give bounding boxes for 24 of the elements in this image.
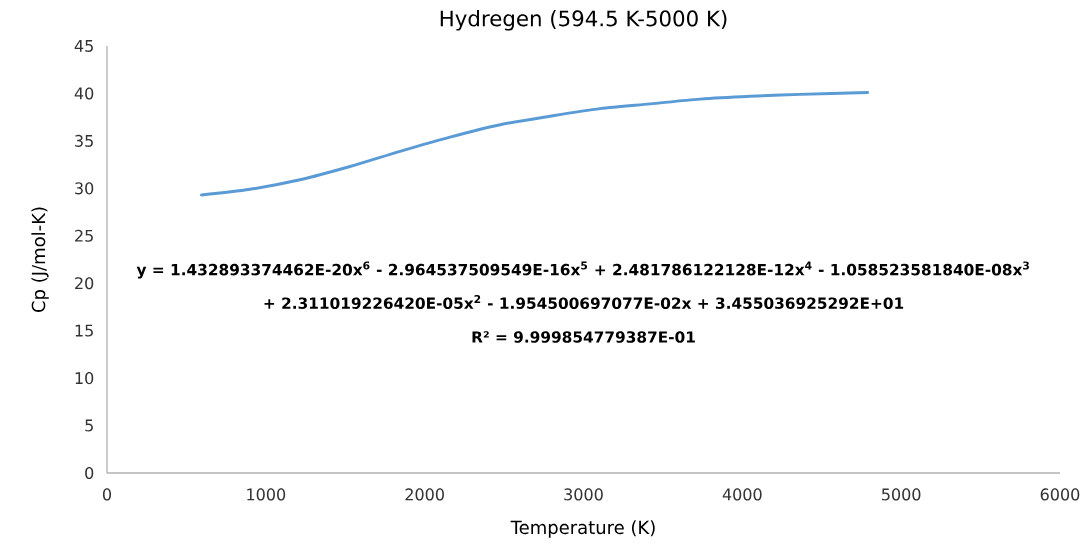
y-tick-label: 20 [75,277,94,290]
y-tick-label: 0 [85,466,94,480]
chart-title: Hydregen (594.5 K-5000 K) [440,9,727,31]
y-tick-label: 5 [85,419,93,432]
x-tick-label: 0 [102,488,112,501]
y-tick-label: 10 [75,372,94,385]
y-axis-title: Cp (J/mol-K) [31,207,49,312]
annotation: y = 1.432893374462E-20x$^{6}$ - 2.964537509549E-16x$^{5}$ + 2.481786122128E-12x$^{4}$ - 1.058523581840E-08x$^{3}$ [136,261,1029,279]
x-tick-label: 5000 [882,488,921,501]
x-tick-label: 6000 [1040,488,1080,501]
annotation: + 2.311019226420E-05x$^{2}$ - 1.954500697077E-02x + 3.455036925292E+01 [264,295,904,309]
annotation: R² = 9.999854779387E-01 [472,331,695,343]
line-series [199,91,870,197]
y-tick-label: 40 [74,87,94,100]
y-tick-label: 30 [75,182,94,195]
y-tick-label: 25 [75,229,93,242]
x-tick-label: 3000 [564,488,603,501]
y-tick-label: 15 [75,324,93,337]
y-tick-label: 35 [75,134,93,147]
x-tick-label: 2000 [405,488,444,501]
x-axis-title: Temperature (K) [510,520,655,538]
y-tick-label: 45 [74,40,93,52]
x-tick-label: 1000 [247,488,286,501]
x-tick-label: 4000 [722,488,762,501]
